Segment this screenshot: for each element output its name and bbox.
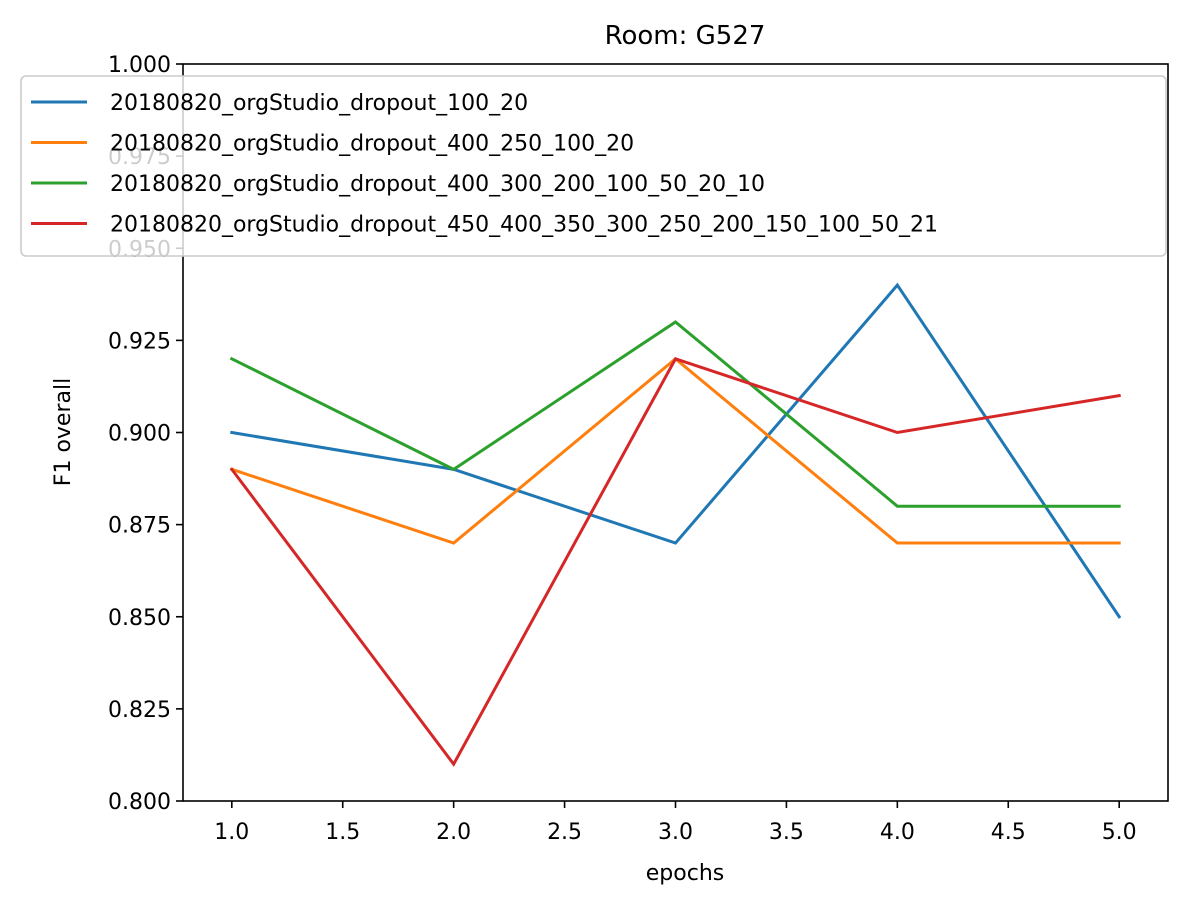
chart-title: Room: G527 — [605, 21, 766, 51]
legend-box — [20, 75, 1167, 257]
y-tick-label: 0.825 — [108, 698, 171, 723]
legend: 20180820_orgStudio_dropout_100_20 2018082… — [20, 75, 1167, 257]
plot-area-frame — [182, 63, 1169, 802]
x-tick-label: 5.0 — [1102, 820, 1137, 845]
legend-label: 20180820_orgStudio_dropout_450_400_350_3… — [110, 213, 938, 238]
y-axis: 0.8000.8250.8500.8750.9000.9250.9500.975… — [108, 53, 183, 815]
x-tick-label: 3.0 — [658, 820, 693, 845]
x-tick-label: 2.5 — [547, 820, 582, 845]
x-tick-label: 1.5 — [325, 820, 360, 845]
y-tick-label: 0.875 — [108, 514, 171, 539]
y-tick-label: 0.925 — [108, 329, 171, 354]
x-tick-label: 1.0 — [214, 820, 249, 845]
x-tick-label: 4.0 — [880, 820, 915, 845]
x-axis: 1.0 1.5 2.0 2.5 3.0 3.5 4.0 4.5 5.0 — [214, 801, 1137, 845]
y-tick-label: 0.900 — [108, 422, 171, 447]
x-axis-title: epochs — [646, 861, 724, 886]
series-line-4 — [229, 356, 1121, 767]
legend-label: 20180820_orgStudio_dropout_400_300_200_1… — [110, 172, 765, 197]
x-tick-label: 4.5 — [991, 820, 1026, 845]
y-axis-title: F1 overall — [51, 378, 76, 486]
series-layer — [229, 282, 1122, 767]
series-line-1 — [230, 282, 1122, 619]
x-tick-label: 2.0 — [436, 820, 471, 845]
series-line-3 — [229, 320, 1121, 508]
y-tick-label: 1.000 — [108, 53, 171, 78]
y-tick-label: 0.850 — [108, 606, 171, 631]
x-tick-label: 3.5 — [769, 820, 804, 845]
legend-label: 20180820_orgStudio_dropout_400_250_100_2… — [110, 132, 634, 157]
legend-label: 20180820_orgStudio_dropout_100_20 — [110, 91, 528, 116]
y-tick-label: 0.800 — [108, 790, 171, 815]
